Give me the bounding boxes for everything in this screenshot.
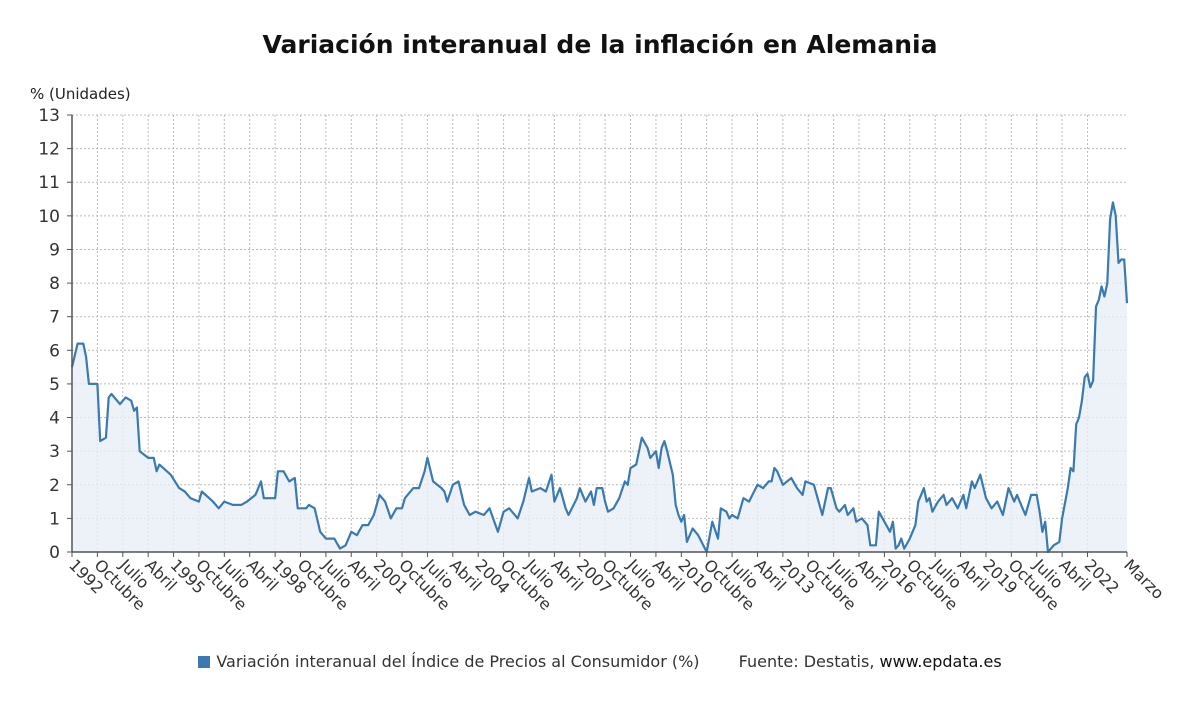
legend: Variación interanual del Índice de Preci… — [0, 652, 1200, 671]
series-layer — [70, 201, 1129, 554]
y-tick-label: 8 — [49, 274, 60, 294]
y-tick-label: 12 — [38, 140, 60, 160]
y-tick-label: 2 — [49, 476, 60, 496]
x-tick-label: Marzo — [1120, 555, 1168, 603]
y-tick-label: 11 — [38, 173, 60, 193]
y-axis-label: % (Unidades) — [30, 85, 131, 103]
y-tick-label: 6 — [49, 341, 60, 361]
y-tick-label: 4 — [49, 409, 60, 429]
series-area — [72, 202, 1127, 552]
series-line — [70, 201, 1129, 554]
axes — [71, 115, 1127, 553]
source-note: Fuente: Destatis, www.epdata.es — [739, 652, 1002, 671]
y-tick-label: 13 — [38, 106, 60, 126]
y-tick-label: 1 — [49, 509, 60, 529]
x-axis-ticks: 1992OctubreJulioAbril1995OctubreJulioAbr… — [65, 552, 1168, 614]
y-tick-label: 9 — [49, 240, 60, 260]
y-tick-label: 0 — [49, 543, 60, 563]
gridlines — [72, 114, 1127, 552]
source-prefix: Fuente: Destatis, — [738, 652, 875, 671]
y-tick-label: 5 — [49, 375, 60, 395]
y-tick-label: 7 — [49, 308, 60, 328]
source-link[interactable]: www.epdata.es — [879, 652, 1002, 671]
chart-title: Variación interanual de la inflación en … — [262, 30, 938, 59]
legend-label: Variación interanual del Índice de Preci… — [216, 652, 700, 671]
y-tick-label: 3 — [49, 442, 60, 462]
legend-swatch — [198, 656, 211, 668]
y-tick-label: 10 — [38, 207, 60, 227]
